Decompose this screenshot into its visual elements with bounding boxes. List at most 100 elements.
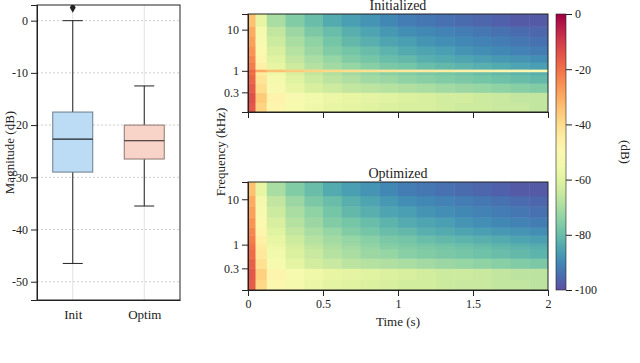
cell	[473, 55, 492, 63]
cell	[323, 249, 342, 259]
cell	[473, 196, 492, 207]
cell	[454, 14, 473, 27]
cell	[417, 280, 436, 290]
cell	[398, 182, 417, 196]
cell	[529, 243, 548, 246]
cell	[286, 182, 305, 196]
cell	[361, 217, 380, 228]
cell	[256, 182, 268, 196]
cell	[304, 26, 323, 36]
cell	[492, 62, 511, 69]
colorbar-ramp	[556, 14, 566, 290]
cell	[304, 217, 323, 228]
cell	[454, 196, 473, 207]
cell	[256, 103, 268, 112]
cell	[286, 46, 305, 56]
cell	[304, 182, 323, 196]
cell	[417, 235, 436, 243]
tick-mark	[31, 282, 37, 283]
cell	[511, 227, 530, 235]
tick-label: 1	[233, 238, 239, 252]
cell	[473, 206, 492, 218]
cell	[323, 92, 342, 103]
cell	[286, 235, 305, 243]
whisker-cap	[63, 20, 83, 21]
cell	[436, 280, 455, 290]
cell	[267, 26, 286, 36]
cell	[398, 196, 417, 207]
cell	[511, 36, 530, 47]
cell	[286, 258, 305, 269]
cell	[286, 227, 305, 235]
cell	[342, 92, 361, 103]
cell	[342, 206, 361, 218]
cell	[323, 280, 342, 290]
cell	[417, 268, 436, 280]
cell	[436, 55, 455, 63]
tick	[398, 112, 399, 118]
cell	[511, 280, 530, 290]
tick: 1	[233, 238, 248, 252]
tick-mark	[242, 71, 248, 72]
tick: -80	[566, 228, 591, 242]
axis-line	[38, 300, 181, 301]
cell	[304, 196, 323, 207]
cell	[248, 268, 256, 280]
cell	[286, 268, 305, 280]
cell	[492, 46, 511, 56]
cell	[529, 280, 548, 290]
cell	[417, 182, 436, 196]
cell	[454, 206, 473, 218]
tick-label: 1	[396, 297, 402, 311]
tick: -40	[566, 118, 591, 132]
whisker-cap	[134, 85, 154, 86]
cell	[379, 235, 398, 243]
tick: 0	[566, 7, 581, 21]
whisker-cap	[63, 263, 83, 264]
tick-label: 0.5	[316, 297, 331, 311]
cell	[342, 249, 361, 259]
cell	[248, 258, 256, 269]
cell	[454, 217, 473, 228]
cell	[436, 83, 455, 93]
tick-mark	[248, 290, 249, 296]
cell	[417, 75, 436, 84]
cell	[436, 103, 455, 112]
cell	[256, 75, 268, 84]
cell	[323, 182, 342, 196]
axis: InitOptim	[38, 300, 181, 322]
tick-label: 10	[227, 23, 239, 37]
cell	[286, 249, 305, 259]
cell	[436, 46, 455, 56]
cell	[256, 55, 268, 63]
cell	[454, 258, 473, 269]
cell	[323, 227, 342, 235]
tick-label: Optim	[128, 307, 161, 322]
cell	[379, 196, 398, 207]
tick-mark	[242, 199, 248, 200]
cell	[361, 75, 380, 84]
box-panel: 0-10-20-30-40-50InitOptimMagnitude (dB)	[2, 3, 181, 323]
cell	[323, 268, 342, 280]
cell	[342, 62, 361, 69]
grid	[37, 5, 180, 300]
cell	[304, 227, 323, 235]
cell	[361, 92, 380, 103]
cell	[304, 246, 323, 250]
tick-mark	[31, 177, 37, 178]
cell	[511, 75, 530, 84]
cell	[286, 243, 305, 246]
tick: 1	[233, 64, 248, 78]
cell	[511, 26, 530, 36]
cell	[267, 196, 286, 207]
tick-mark	[566, 69, 572, 70]
cell	[342, 72, 361, 76]
cell	[286, 26, 305, 36]
cell	[398, 62, 417, 69]
cell	[492, 55, 511, 63]
cell	[436, 92, 455, 103]
tick-mark	[242, 268, 248, 269]
panel-title: Optimized	[368, 166, 427, 181]
cell	[248, 92, 256, 103]
cell	[267, 268, 286, 280]
